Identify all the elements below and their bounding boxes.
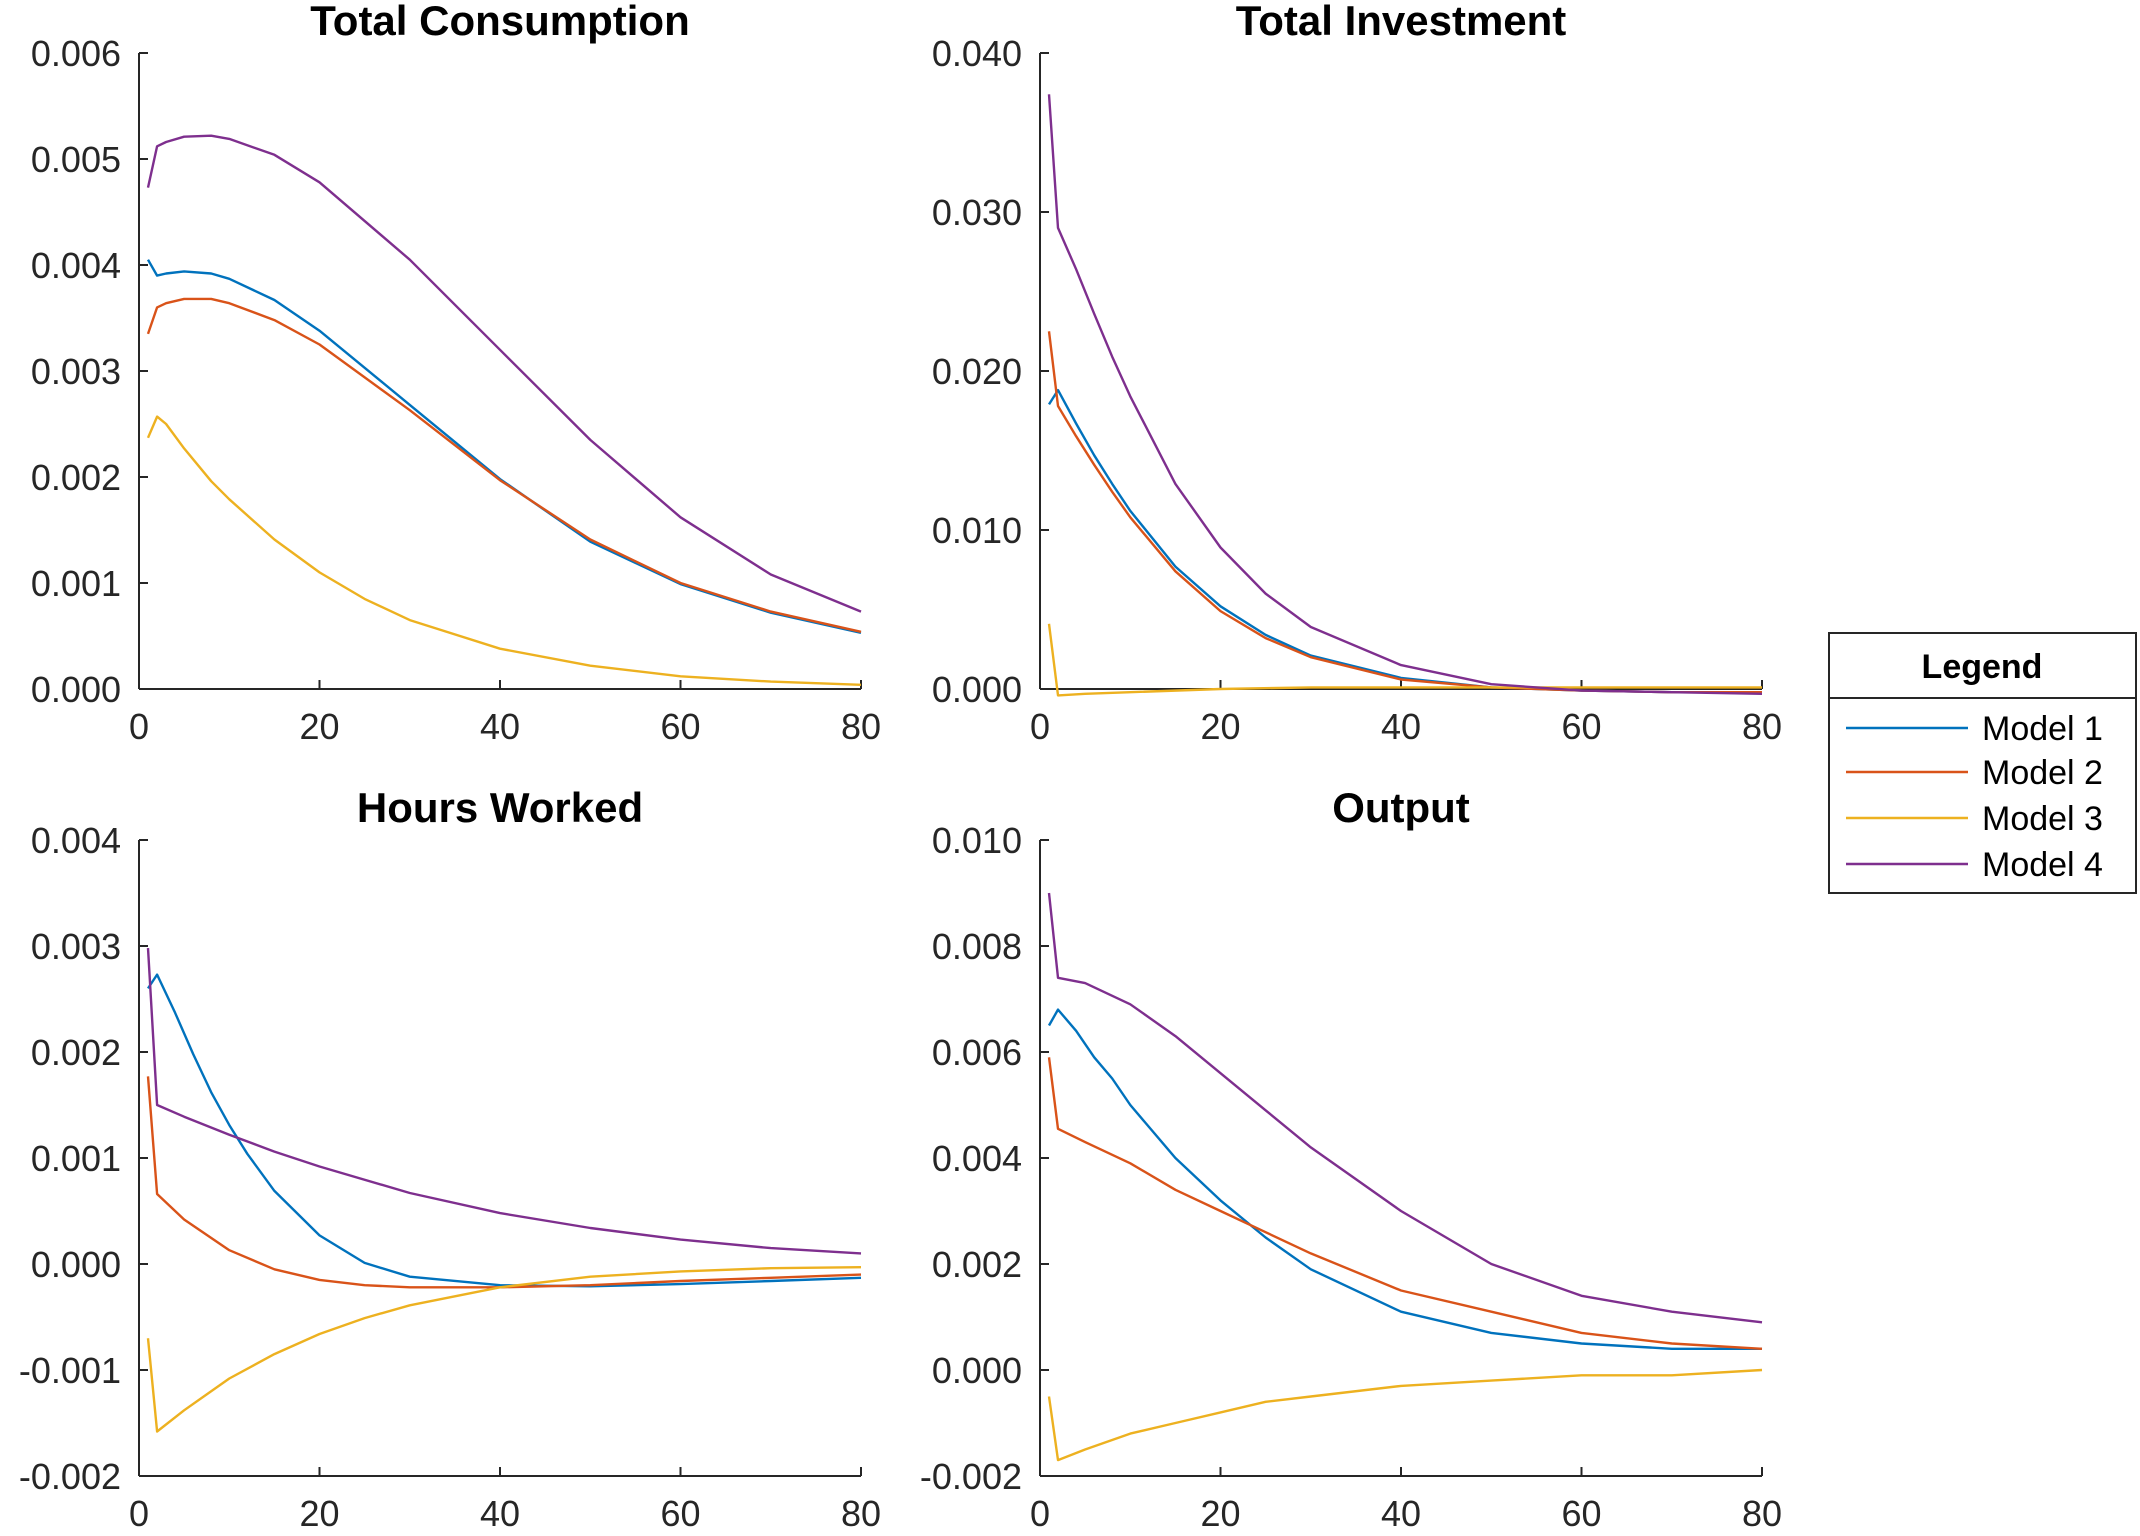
y-tick-label: -0.001 <box>19 1350 121 1391</box>
x-tick-label: 40 <box>480 706 520 747</box>
y-tick-label: 0.020 <box>932 351 1022 392</box>
x-tick-label: 0 <box>1030 706 1050 747</box>
legend: Legend Model 1 Model 2 Model 3 Model 4 <box>1828 632 2137 894</box>
y-tick-label: 0.002 <box>932 1244 1022 1285</box>
y-tick-label: 0.000 <box>932 1350 1022 1391</box>
panel-title: Hours Worked <box>357 784 643 831</box>
subplot-total-consumption: Total Consumption 0 20 40 60 80 0.000 0.001 0.0… <box>31 0 881 747</box>
y-tick-label: 0.030 <box>932 192 1022 233</box>
y-tick-label: 0.010 <box>932 820 1022 861</box>
y-tick-label: 0.004 <box>932 1138 1022 1179</box>
y-tick-label: 0.001 <box>31 1138 121 1179</box>
x-tick-label: 40 <box>480 1493 520 1534</box>
legend-entry-model-2: Model 2 <box>1846 754 2103 792</box>
series-line-model-2 <box>146 1076 862 1289</box>
series-line-model-3 <box>146 415 862 686</box>
subplot-total-investment: Total Investment 0 20 40 60 80 0.000 0.010 0.02… <box>932 0 1782 747</box>
subplot-output: Output 0 20 40 60 80 -0.002 0.000 0.002 0.004 0.0… <box>920 784 1782 1534</box>
series-line-model-4 <box>146 948 862 1255</box>
series-line-model-3 <box>146 1266 862 1433</box>
x-tick-label: 60 <box>660 706 700 747</box>
y-tick-label: 0.005 <box>31 139 121 180</box>
x-tick-label: 40 <box>1381 706 1421 747</box>
x-tick-label: 80 <box>841 706 881 747</box>
y-tick-label: 0.040 <box>932 33 1022 74</box>
y-tick-label: 0.002 <box>31 1032 121 1073</box>
legend-label-model-2: Model 2 <box>1982 754 2103 792</box>
series-line-model-2 <box>1047 1057 1763 1350</box>
panel-title: Total Investment <box>1236 0 1567 44</box>
y-tick-label: 0.003 <box>31 926 121 967</box>
x-tick-label: 80 <box>841 1493 881 1534</box>
x-tick-label: 80 <box>1742 1493 1782 1534</box>
series-line-model-4 <box>146 134 862 613</box>
series-line-model-4 <box>1047 892 1763 1324</box>
series-line-model-1 <box>146 973 862 1288</box>
y-tick-label: -0.002 <box>920 1456 1022 1497</box>
y-tick-label: 0.006 <box>932 1032 1022 1073</box>
x-tick-label: 40 <box>1381 1493 1421 1534</box>
x-tick-label: 0 <box>129 706 149 747</box>
x-tick-label: 60 <box>1561 1493 1601 1534</box>
y-tick-label: 0.001 <box>31 563 121 604</box>
legend-label-model-1: Model 1 <box>1982 710 2103 748</box>
legend-entry-model-4: Model 4 <box>1846 846 2103 884</box>
series-line-model-1 <box>146 259 862 634</box>
y-tick-label: 0.010 <box>932 510 1022 551</box>
y-tick-label: 0.000 <box>31 1244 121 1285</box>
panel-title: Total Consumption <box>310 0 690 44</box>
x-tick-label: 80 <box>1742 706 1782 747</box>
series-line-model-4 <box>1047 94 1763 695</box>
legend-entry-model-1: Model 1 <box>1846 710 2103 748</box>
y-tick-label: 0.000 <box>932 669 1022 710</box>
y-tick-label: 0.003 <box>31 351 121 392</box>
x-tick-label: 20 <box>1200 706 1240 747</box>
x-tick-label: 0 <box>129 1493 149 1534</box>
legend-title: Legend <box>1922 648 2043 686</box>
x-tick-label: 0 <box>1030 1493 1050 1534</box>
series-line-model-2 <box>1047 331 1762 694</box>
y-tick-label: 0.004 <box>31 820 121 861</box>
y-tick-label: 0.006 <box>31 33 121 74</box>
legend-label-model-4: Model 4 <box>1982 846 2103 884</box>
x-tick-label: 60 <box>1561 706 1601 747</box>
x-tick-label: 20 <box>299 706 339 747</box>
panel-title: Output <box>1332 784 1470 831</box>
y-tick-label: 0.004 <box>31 245 121 286</box>
legend-label-model-3: Model 3 <box>1982 800 2103 838</box>
legend-entry-model-3: Model 3 <box>1846 800 2103 838</box>
y-tick-label: -0.002 <box>19 1456 121 1497</box>
legend-box <box>1828 632 2137 894</box>
y-tick-label: 0.000 <box>31 669 121 710</box>
series-line-model-3 <box>1047 623 1762 697</box>
x-tick-label: 20 <box>299 1493 339 1534</box>
y-tick-label: 0.002 <box>31 457 121 498</box>
subplot-hours-worked: Hours Worked 0 20 40 60 80 -0.002 -0.001 0.000 0… <box>19 784 881 1534</box>
series-line-model-2 <box>146 297 862 633</box>
y-tick-label: 0.008 <box>932 926 1022 967</box>
x-tick-label: 60 <box>660 1493 700 1534</box>
series-line-model-3 <box>1047 1368 1763 1462</box>
series-line-model-1 <box>1047 1008 1762 1351</box>
series-line-model-1 <box>1047 388 1762 694</box>
x-tick-label: 20 <box>1200 1493 1240 1534</box>
